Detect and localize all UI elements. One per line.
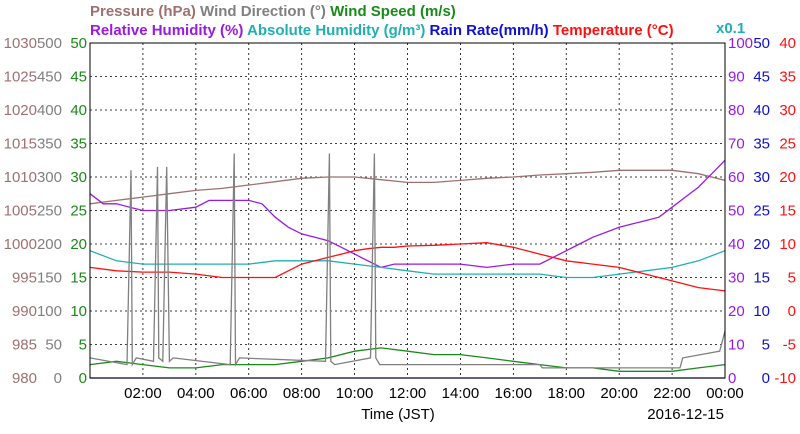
rain-rate-tick-label: 40 <box>753 102 770 119</box>
pressure-tick-label: 1030 <box>4 35 37 52</box>
series-line-absolute-humidity-g-m <box>89 250 726 279</box>
legend-row-1: Pressure (hPa) Wind Direction (°) Wind S… <box>90 3 456 20</box>
temperature-tick-label: -5 <box>783 337 796 354</box>
wind-speed-tick-label: 40 <box>70 102 87 119</box>
wind-speed-tick-label: 50 <box>70 35 87 52</box>
temperature-tick-label: 40 <box>779 35 796 52</box>
wind-direction-tick-label: 150 <box>37 270 62 287</box>
wind-speed-tick-label: 30 <box>70 169 87 186</box>
x-tick-label: 08:00 <box>283 385 321 402</box>
temperature-tick-label: 35 <box>779 69 796 86</box>
pressure-tick-label: 1000 <box>4 236 37 253</box>
wind-speed-tick-label: 15 <box>70 270 87 287</box>
temperature-tick-label: 0 <box>788 303 796 320</box>
pressure-tick-label: 1015 <box>4 136 37 153</box>
x-tick-label: 10:00 <box>336 385 374 402</box>
pressure-tick-label: 1005 <box>4 203 37 220</box>
temperature-tick-label: 10 <box>779 236 796 253</box>
temperature-tick-label: 15 <box>779 203 796 220</box>
temperature-tick-label: 5 <box>788 270 796 287</box>
wind-speed-tick-label: 0 <box>79 370 87 387</box>
wind-direction-tick-label: 50 <box>45 337 62 354</box>
rain-rate-tick-label: 0 <box>762 370 770 387</box>
temperature-tick-label: 20 <box>779 169 796 186</box>
legend-row-2: Relative Humidity (%) Absolute Humidity … <box>90 22 674 39</box>
wind-direction-tick-label: 100 <box>37 303 62 320</box>
humidity-tick-label: 10 <box>728 337 745 354</box>
rain-rate-tick-label: 50 <box>753 35 770 52</box>
humidity-tick-label: 30 <box>728 270 745 287</box>
x-tick-label: 14:00 <box>442 385 480 402</box>
axis-tick-labels: 1030102510201015101010051000995990985980… <box>4 35 796 402</box>
wind-speed-tick-label: 45 <box>70 69 87 86</box>
x-tick-label: 18:00 <box>547 385 585 402</box>
pressure-tick-label: 985 <box>12 337 37 354</box>
pressure-tick-label: 980 <box>12 370 37 387</box>
humidity-tick-label: 70 <box>728 136 745 153</box>
rain-rate-tick-label: 45 <box>753 69 770 86</box>
wind-direction-tick-label: 400 <box>37 102 62 119</box>
x-tick-label: 16:00 <box>495 385 533 402</box>
temperature-tick-label: 30 <box>779 102 796 119</box>
x-tick-label: 02:00 <box>124 385 162 402</box>
wind-direction-tick-label: 250 <box>37 203 62 220</box>
humidity-tick-label: 40 <box>728 236 745 253</box>
humidity-tick-label: 20 <box>728 303 745 320</box>
wind-speed-tick-label: 10 <box>70 303 87 320</box>
humidity-tick-label: 0 <box>728 370 736 387</box>
temperature-tick-label: 25 <box>779 136 796 153</box>
wind-direction-tick-label: 500 <box>37 35 62 52</box>
wind-direction-tick-label: 300 <box>37 169 62 186</box>
legend-entry-absolute-humidity-g-m: Absolute Humidity (g/m³) <box>243 22 425 39</box>
series-line-wind-speed-m-s <box>89 347 726 372</box>
rain-rate-tick-label: 10 <box>753 303 770 320</box>
chart-date: 2016-12-15 <box>647 406 724 423</box>
plot-frame <box>89 42 726 379</box>
plot-grid <box>90 43 725 378</box>
rain-rate-tick-label: 30 <box>753 169 770 186</box>
x-tick-label: 04:00 <box>177 385 215 402</box>
x-tick-label: 00:00 <box>706 385 744 402</box>
pressure-tick-label: 1025 <box>4 69 37 86</box>
humidity-tick-label: 100 <box>728 35 753 52</box>
legend-entry-relative-humidity: Relative Humidity (%) <box>90 22 243 39</box>
series-line-wind-direction <box>89 153 726 369</box>
wind-direction-tick-label: 200 <box>37 236 62 253</box>
wind-direction-tick-label: 0 <box>54 370 62 387</box>
rain-rate-tick-label: 25 <box>753 203 770 220</box>
wind-speed-tick-label: 5 <box>79 337 87 354</box>
legend-entry-wind-speed-m-s: Wind Speed (m/s) <box>326 3 456 20</box>
temperature-tick-label: -10 <box>774 370 796 387</box>
legend-entry-temperature-c: Temperature (°C) <box>549 22 674 39</box>
humidity-tick-label: 90 <box>728 69 745 86</box>
humidity-tick-label: 80 <box>728 102 745 119</box>
rain-rate-tick-label: 15 <box>753 270 770 287</box>
legend: Pressure (hPa) Wind Direction (°) Wind S… <box>90 3 745 39</box>
rain-rate-tick-label: 20 <box>753 236 770 253</box>
rain-rate-tick-label: 5 <box>762 337 770 354</box>
series-line-pressure-hpa <box>89 169 726 205</box>
x-tick-label: 22:00 <box>653 385 691 402</box>
humidity-tick-label: 60 <box>728 169 745 186</box>
wind-speed-tick-label: 35 <box>70 136 87 153</box>
pressure-tick-label: 995 <box>12 270 37 287</box>
rain-rate-tick-label: 35 <box>753 136 770 153</box>
pressure-tick-label: 1010 <box>4 169 37 186</box>
pressure-tick-label: 990 <box>12 303 37 320</box>
wind-direction-tick-label: 350 <box>37 136 62 153</box>
wind-speed-tick-label: 25 <box>70 203 87 220</box>
legend-entry-pressure-hpa: Pressure (hPa) <box>90 3 196 20</box>
legend-entry-wind-direction: Wind Direction (°) <box>196 3 326 20</box>
x-axis-title: Time (JST) <box>361 406 435 423</box>
x-tick-label: 12:00 <box>389 385 427 402</box>
abs-humidity-multiplier-label: x0.1 <box>716 20 745 37</box>
humidity-tick-label: 50 <box>728 203 745 220</box>
wind-direction-tick-label: 450 <box>37 69 62 86</box>
pressure-tick-label: 1020 <box>4 102 37 119</box>
legend-entry-rain-rate-mm-h: Rain Rate(mm/h) <box>425 22 548 39</box>
x-tick-label: 06:00 <box>230 385 268 402</box>
x-tick-label: 20:00 <box>600 385 638 402</box>
wind-speed-tick-label: 20 <box>70 236 87 253</box>
